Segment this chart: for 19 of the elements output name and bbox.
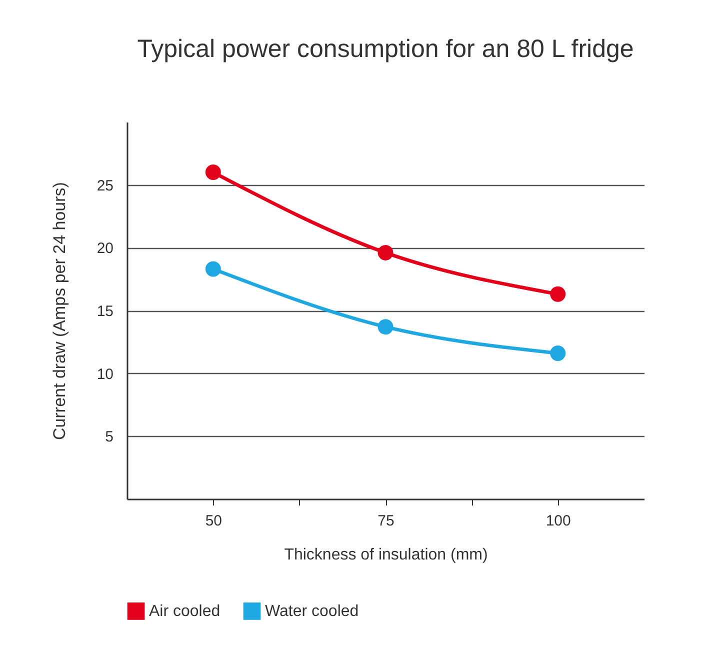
x-axis-title: Thickness of insulation (mm) (284, 546, 488, 564)
point (550, 345, 566, 361)
chart-title: Typical power consumption for an 80 L fridge (137, 35, 634, 63)
y-tick-label: 10 (96, 366, 114, 383)
x-tick-label: 75 (378, 512, 394, 530)
x-tick-label: 100 (546, 512, 571, 530)
point (378, 319, 394, 335)
point (378, 244, 394, 260)
y-tick-label: 15 (96, 303, 114, 320)
legend-label: Air cooled (149, 603, 220, 620)
x-tick-label: 50 (205, 512, 222, 530)
point (205, 261, 221, 277)
point (550, 286, 566, 302)
y-tick-label: 5 (105, 428, 114, 446)
y-tick-label: 25 (96, 177, 114, 194)
y-axis-title: Current draw (Amps per 24 hours) (50, 182, 69, 440)
legend-label: Water cooled (265, 603, 359, 620)
point (205, 164, 221, 180)
y-tick-label: 20 (96, 240, 114, 258)
